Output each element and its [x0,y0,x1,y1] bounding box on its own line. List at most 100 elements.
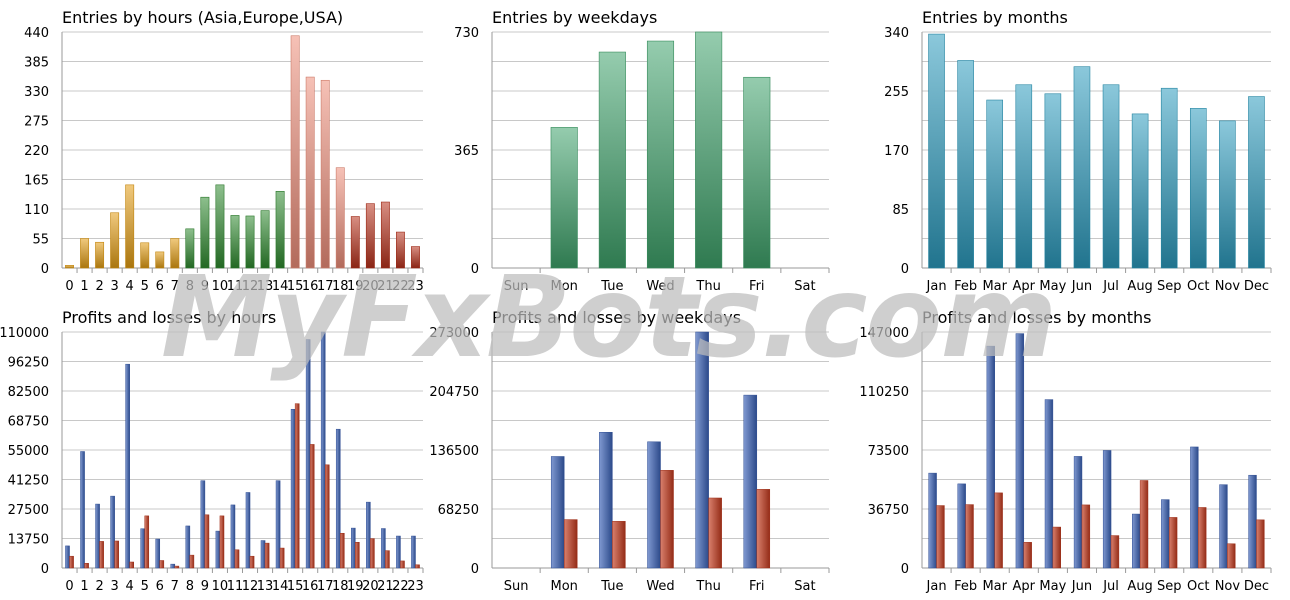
bar [80,238,89,269]
x-tick-label: 16 [302,579,319,594]
bar-series-2 [1198,507,1207,569]
x-tick-label: 6 [156,579,164,594]
bar [140,242,150,269]
bar-series-2 [324,464,330,569]
chart-title: Entries by hours (Asia,Europe,USA) [62,8,343,27]
bar-series-2 [1227,543,1236,569]
bar-series-1 [245,492,251,569]
bar [646,40,675,269]
x-tick-label: Wed [646,579,674,594]
x-tick-label: Sat [794,579,815,594]
y-tick-label: 85 [892,203,909,218]
bar [743,76,771,269]
x-tick-label: 10 [212,279,229,294]
bar-series-1 [599,432,613,569]
y-tick-label: 0 [901,262,909,277]
y-tick-label: 147000 [859,326,909,341]
bar [1044,93,1062,269]
bar-series-1 [170,563,176,569]
x-tick-label: 17 [317,579,334,594]
bar-series-1 [95,503,100,569]
bar-series-2 [340,532,345,569]
bar-series-1 [647,441,661,569]
bar-series-2 [219,515,225,569]
x-tick-label: Jan [926,279,947,294]
x-tick-label: 18 [332,579,349,594]
x-tick-label: 11 [227,579,244,594]
bar-series-2 [279,547,285,569]
bar-series-1 [260,540,266,569]
chart-title: Entries by weekdays [492,8,657,27]
bar-series-2 [563,519,578,569]
bar [1189,108,1207,269]
x-tick-label: Mon [551,279,578,294]
x-tick-label: 14 [272,279,289,294]
x-tick-label: 11 [227,279,244,294]
x-tick-label: Mar [982,579,1007,594]
bar [1248,96,1265,269]
bar-series-1 [351,527,356,569]
bar-series-1 [381,528,386,569]
bar-series-2 [1168,517,1178,569]
chart-panel-2: Entries by weekdays 0 365 730 Sun Mon Tue Wed Th… [454,8,830,294]
x-tick-label: 12 [242,579,259,594]
x-tick-label: Feb [954,279,977,294]
bar [215,184,225,269]
y-tick-label: 41250 [8,474,49,489]
x-tick-label: Mon [551,579,578,594]
y-tick-label: 55 [32,233,49,248]
bar-series-2 [965,504,974,569]
y-tick-label: 0 [41,262,49,277]
bar [125,184,135,269]
x-tick-label: Jul [1102,579,1119,594]
x-tick-label: 17 [317,279,334,294]
x-tick-label: Feb [954,579,977,594]
x-tick-label: 21 [377,579,394,594]
bar-series-1 [1161,499,1170,569]
x-tick-label: Nov [1215,279,1241,294]
x-tick-label: Tue [600,279,623,294]
bar-series-1 [928,472,937,569]
bar-series-2 [1081,504,1091,569]
bar-series-2 [400,560,405,569]
x-tick-label: Aug [1127,579,1152,594]
bar-series-2 [1256,519,1265,569]
x-tick-label: May [1039,579,1066,594]
bar-series-1 [550,456,565,569]
y-tick-label: 0 [41,562,49,577]
bar-series-2 [159,560,165,569]
bar [110,212,120,269]
x-tick-label: Wed [646,279,674,294]
bar-series-1 [80,451,85,569]
x-tick-label: Apr [1013,279,1036,294]
y-tick-label: 440 [24,26,49,41]
x-tick-label: Sun [504,579,529,594]
x-tick-label: 13 [257,279,274,294]
bar-series-2 [189,554,195,569]
bar-series-1 [1044,399,1054,569]
x-tick-label: Jun [1071,279,1092,294]
x-tick-label: 4 [126,579,134,594]
bar [95,241,105,269]
y-tick-label: 170 [884,144,909,159]
chart-panel-3: Entries by months 0 85 170 255 340 Jan Feb Mar Ap… [884,8,1272,294]
bar-series-2 [355,542,360,569]
x-tick-label: Thu [695,279,720,294]
bar-series-2 [415,564,420,569]
y-tick-label: 0 [901,562,909,577]
x-tick-label: Jul [1102,279,1119,294]
bar [230,215,240,269]
y-tick-label: 13750 [8,533,49,548]
x-tick-label: 22 [392,579,409,594]
bar-series-1 [125,363,130,569]
bar-series-1 [65,545,70,569]
y-tick-label: 0 [471,562,479,577]
bar [350,216,360,269]
bar-series-2 [1139,480,1149,569]
bar [1102,84,1120,269]
bar-series-2 [385,550,390,569]
x-tick-label: 1 [80,579,88,594]
x-tick-label: 13 [257,579,274,594]
bar-series-2 [370,538,375,569]
x-tick-label: 9 [201,579,209,594]
